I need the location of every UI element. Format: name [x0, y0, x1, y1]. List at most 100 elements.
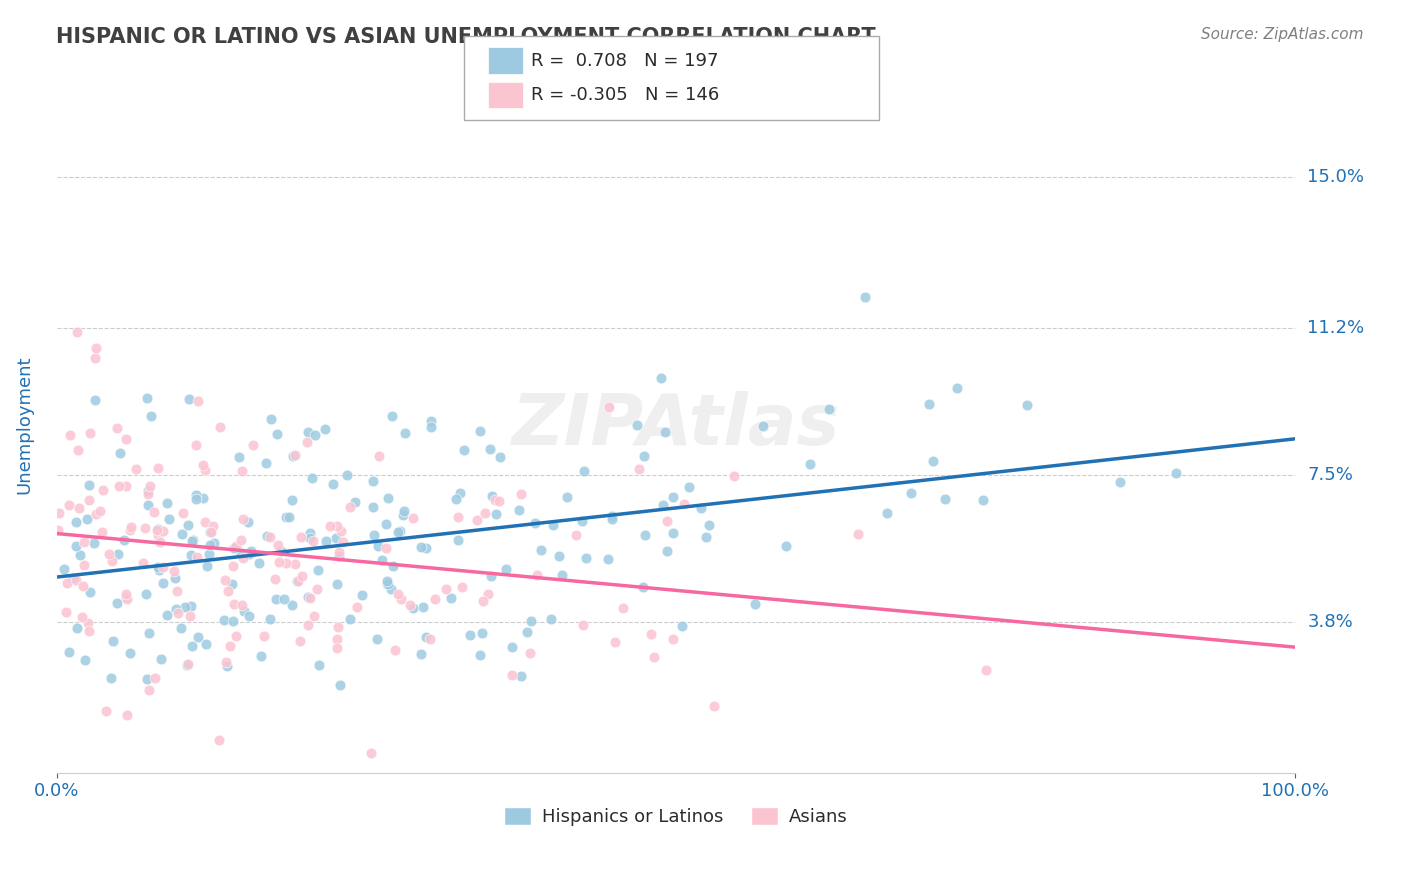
Point: [101, 633, 124, 648]
Point: [138, 483, 160, 498]
Point: [108, 446, 131, 460]
Point: [451, 580, 474, 594]
Point: [163, 564, 186, 578]
Point: [170, 526, 193, 541]
Point: [274, 556, 297, 570]
Point: [141, 409, 163, 423]
Point: [239, 544, 262, 558]
Point: [449, 486, 471, 500]
Point: [193, 491, 215, 505]
Point: [471, 594, 494, 608]
Point: [946, 381, 969, 395]
Point: [107, 548, 129, 562]
Point: [134, 521, 156, 535]
Point: [297, 590, 319, 604]
Point: [598, 400, 620, 414]
Point: [148, 564, 170, 578]
Point: [266, 426, 288, 441]
Point: [143, 671, 166, 685]
Point: [394, 504, 416, 518]
Point: [115, 708, 138, 723]
Point: [165, 601, 187, 615]
Point: [198, 547, 221, 561]
Point: [176, 657, 198, 672]
Text: 11.2%: 11.2%: [1308, 318, 1364, 337]
Point: [115, 432, 138, 446]
Point: [415, 631, 437, 645]
Point: [202, 535, 225, 549]
Point: [135, 391, 157, 405]
Point: [200, 524, 222, 539]
Point: [409, 647, 432, 661]
Text: Source: ZipAtlas.com: Source: ZipAtlas.com: [1201, 27, 1364, 42]
Point: [375, 576, 398, 591]
Point: [145, 523, 167, 537]
Point: [510, 669, 533, 683]
Point: [328, 549, 350, 563]
Point: [194, 637, 217, 651]
Point: [177, 517, 200, 532]
Point: [67, 501, 90, 516]
Point: [526, 568, 548, 582]
Point: [436, 582, 458, 596]
Point: [276, 510, 298, 524]
Point: [238, 609, 260, 624]
Point: [571, 514, 593, 528]
Point: [142, 504, 165, 518]
Point: [470, 424, 492, 438]
Point: [180, 599, 202, 613]
Point: [328, 544, 350, 558]
Point: [447, 509, 470, 524]
Point: [65, 515, 87, 529]
Point: [662, 525, 685, 540]
Point: [77, 624, 100, 638]
Point: [541, 518, 564, 533]
Point: [387, 524, 409, 539]
Point: [101, 554, 124, 568]
Point: [326, 632, 349, 646]
Point: [94, 704, 117, 718]
Point: [381, 558, 404, 573]
Point: [689, 500, 711, 515]
Point: [478, 442, 501, 457]
Point: [775, 539, 797, 553]
Point: [79, 584, 101, 599]
Point: [236, 515, 259, 529]
Point: [222, 614, 245, 628]
Point: [58, 645, 80, 659]
Point: [284, 448, 307, 462]
Point: [214, 574, 236, 588]
Point: [673, 497, 696, 511]
Point: [367, 449, 389, 463]
Text: 15.0%: 15.0%: [1308, 168, 1364, 186]
Point: [384, 643, 406, 657]
Point: [471, 626, 494, 640]
Point: [148, 461, 170, 475]
Point: [695, 531, 717, 545]
Point: [115, 590, 138, 604]
Point: [360, 746, 382, 760]
Point: [697, 518, 720, 533]
Point: [381, 409, 404, 423]
Point: [409, 540, 432, 554]
Point: [540, 612, 562, 626]
Point: [339, 500, 361, 514]
Point: [228, 450, 250, 464]
Point: [322, 476, 344, 491]
Point: [65, 539, 87, 553]
Point: [181, 639, 204, 653]
Point: [501, 640, 523, 654]
Point: [108, 479, 131, 493]
Point: [48, 506, 70, 520]
Point: [59, 428, 82, 442]
Point: [187, 393, 209, 408]
Point: [650, 371, 672, 385]
Point: [270, 544, 292, 558]
Point: [402, 601, 425, 615]
Point: [225, 539, 247, 553]
Point: [326, 576, 349, 591]
Point: [231, 465, 253, 479]
Point: [565, 528, 588, 542]
Point: [612, 600, 634, 615]
Point: [299, 531, 322, 545]
